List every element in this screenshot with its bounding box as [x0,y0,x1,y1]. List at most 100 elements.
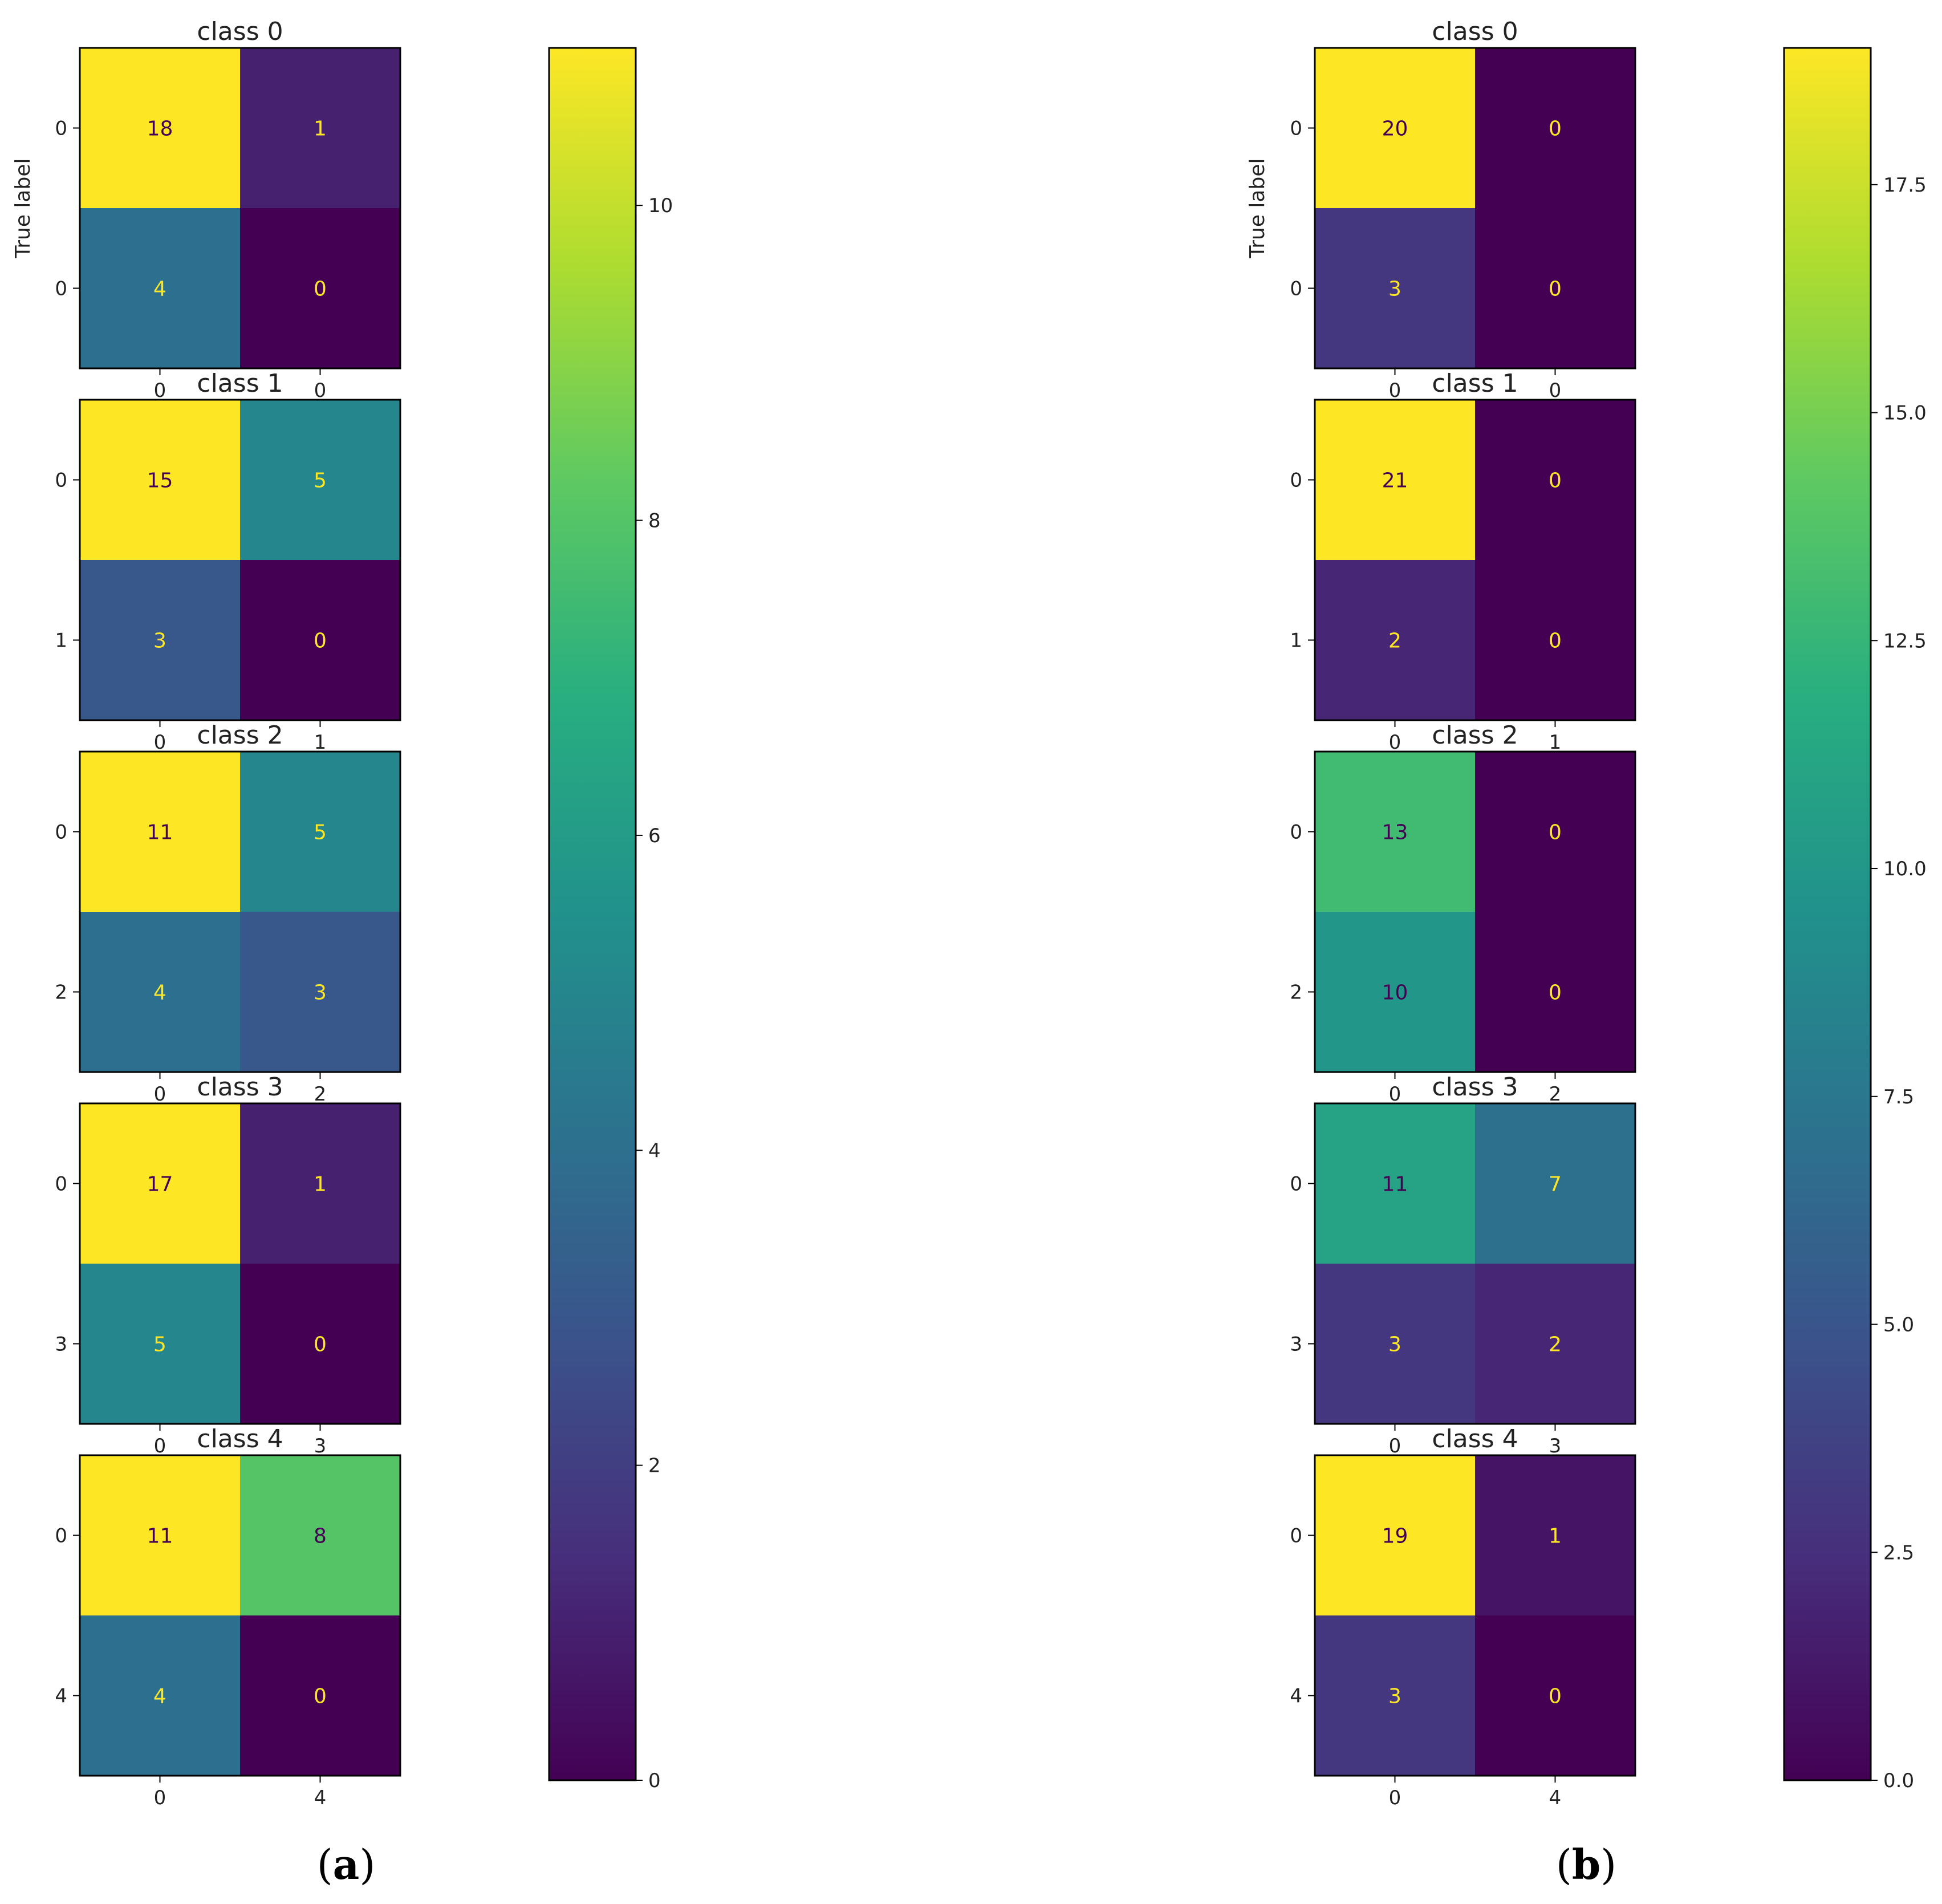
matrix-cell [80,752,240,912]
cell-value: 0 [314,1333,327,1357]
matrix-cell [1315,1264,1475,1424]
confusion-matrix-a-class-3: 17 1 5 0 class 3 0 3 0 3 [55,1073,401,1458]
x-tick-label: 0 [154,1435,166,1458]
subplot-title: class 2 [1432,721,1518,750]
confusion-matrix-b-class-1: 21 0 2 0 class 1 0 1 0 1 [1290,369,1636,754]
colorbar-tick-label: 6 [648,825,661,847]
cell-value: 10 [1382,981,1408,1005]
matrix-cell [80,560,240,720]
x-tick-label: 0 [1389,1435,1401,1458]
matrix-frame [1314,750,1636,1073]
y-tick-label: 2 [55,981,67,1004]
matrix-cell [240,1103,400,1264]
cell-value: 0 [1549,821,1562,845]
subplot-title: class 1 [197,369,283,398]
colorbar-tick-label: 8 [648,510,661,533]
matrix-cell [240,1615,400,1776]
matrix-cell [1475,400,1635,560]
cell-value: 4 [153,278,166,301]
matrix-cell [1315,1103,1475,1264]
cell-value: 5 [153,1333,166,1357]
y-tick-label: 0 [55,278,67,301]
y-tick-label: 0 [1290,1525,1302,1548]
matrix-frame [1314,399,1636,721]
y-tick-label: 0 [55,1173,67,1196]
y-tick-label: 2 [1290,981,1302,1004]
colorbar-tick-label: 15.0 [1883,402,1927,425]
colorbar-tick-label: 17.5 [1883,174,1927,197]
matrix-cell [80,1103,240,1264]
matrix-cell [1475,560,1635,720]
cell-value: 2 [1388,630,1401,653]
matrix-cell [80,48,240,208]
matrix-cell [1475,48,1635,208]
colorbar-tick-label: 0 [648,1769,661,1792]
colorbar-tick-label: 4 [648,1139,661,1162]
y-tick-label: 4 [1290,1685,1302,1708]
colorbar-tick-label: 12.5 [1883,630,1927,652]
matrix-frame [79,47,401,370]
matrix-cell [1315,1455,1475,1615]
x-tick-label: 0 [1389,379,1401,402]
cell-value: 20 [1382,117,1408,141]
matrix-cell [240,1455,400,1615]
cell-value: 0 [1549,630,1562,653]
colorbar-tick-label: 7.5 [1883,1086,1914,1109]
cell-value: 3 [314,981,327,1005]
cell-value: 3 [1388,1333,1401,1357]
subplot-title: class 4 [197,1424,283,1454]
x-tick-label: 0 [154,731,166,754]
cell-value: 3 [1388,278,1401,301]
matrix-cell [1315,912,1475,1072]
matrix-cell [1315,752,1475,912]
matrix-cell [80,1455,240,1615]
matrix-cell [80,912,240,1072]
y-tick-label: 1 [55,630,67,652]
cell-value: 8 [314,1525,327,1548]
cell-value: 18 [147,117,173,141]
matrix-cell [80,1264,240,1424]
matrix-cell [1315,48,1475,208]
confusion-matrix-a-class-0: 18 1 4 0 class 0 0 0 0 0 True label [11,17,401,402]
subplot-title: class 2 [197,721,283,750]
matrix-frame [1314,1102,1636,1425]
matrix-frame [79,1102,401,1425]
matrix-cell [1475,752,1635,912]
x-tick-label: 0 [1389,1083,1401,1106]
colorbar-tick-label: 5.0 [1883,1314,1914,1337]
confusion-matrix-b-class-3: 11 7 3 2 class 3 0 3 0 3 [1290,1073,1636,1458]
x-tick-label: 3 [314,1435,327,1458]
colorbar-gradient [1783,47,1872,1781]
cell-value: 13 [1382,821,1408,845]
y-tick-label: 0 [1290,1173,1302,1196]
cell-value: 0 [314,630,327,653]
x-tick-label: 3 [1549,1435,1562,1458]
confusion-matrix-b-class-0: 20 0 3 0 class 0 0 0 0 0 True label [1246,17,1636,402]
matrix-frame [1314,1454,1636,1777]
y-tick-label: 0 [55,821,67,844]
matrix-cell [240,912,400,1072]
y-tick-label: 4 [55,1685,67,1708]
cell-value: 11 [1382,1173,1408,1196]
matrix-cell [80,400,240,560]
x-tick-label: 0 [154,1787,166,1809]
y-tick-label: 1 [1290,630,1302,652]
colorbar-tick-label: 10.0 [1883,858,1927,880]
cell-value: 11 [147,1525,173,1548]
cell-value: 0 [314,278,327,301]
y-tick-label: 0 [55,117,67,140]
y-tick-label: 0 [55,469,67,492]
panel-a-label: (a) [317,1840,376,1889]
cell-value: 21 [1382,469,1408,493]
matrix-cell [1475,1455,1635,1615]
x-tick-label: 4 [314,1787,327,1809]
cell-value: 0 [1549,278,1562,301]
x-tick-label: 0 [314,379,327,402]
cell-value: 1 [1549,1525,1562,1548]
cell-value: 19 [1382,1525,1408,1548]
matrix-cell [1315,1615,1475,1776]
cell-value: 4 [153,981,166,1005]
cell-value: 0 [1549,117,1562,141]
